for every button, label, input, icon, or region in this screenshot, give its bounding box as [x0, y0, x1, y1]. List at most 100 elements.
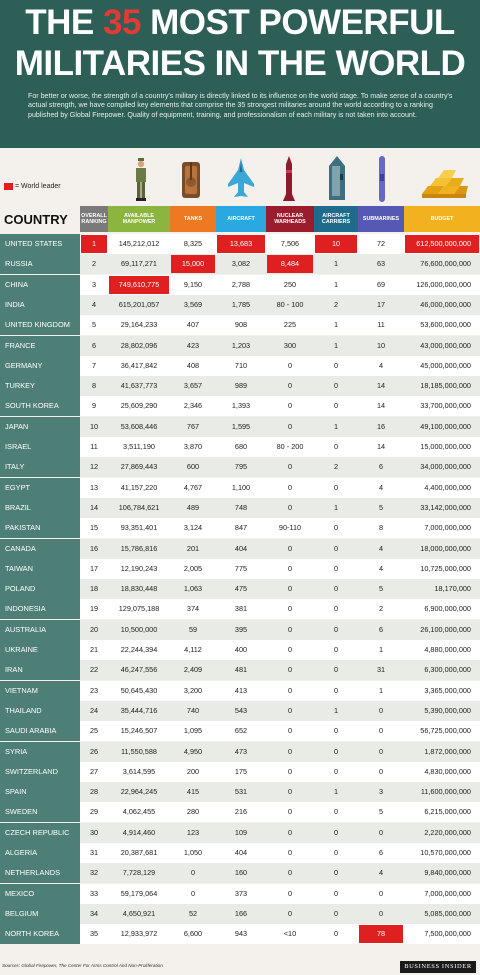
aircraft-cell: 473 — [234, 746, 248, 756]
manpower-cell: 50,645,430 — [120, 685, 158, 695]
aircraft-cell: 908 — [234, 320, 248, 330]
tanks-cell: 1,063 — [183, 584, 203, 594]
table-row: NETHERLANDS 32 7,728,129 0 160 0 0 4 9,840,000,0… — [0, 863, 480, 884]
row-background — [80, 274, 480, 295]
manpower-cell: 53,608,446 — [120, 421, 158, 431]
aircraft-cell: 373 — [234, 888, 248, 898]
table-row: TAIWAN 17 12,190,243 2,005 775 0 0 4 10,725,000,… — [0, 558, 480, 579]
budget-cell: 10,725,000,000 — [420, 563, 471, 573]
table-row: IRAN 22 46,247,556 2,409 481 0 0 31 6,300,000,00… — [0, 660, 480, 681]
row-background — [80, 315, 480, 336]
row-background — [80, 518, 480, 539]
carriers-cell: 0 — [333, 807, 339, 817]
country-name: UNITED STATES — [0, 234, 80, 254]
country-column-header: COUNTRY — [4, 212, 68, 227]
carriers-cell: 0 — [333, 360, 339, 370]
nuclear-cell: 0 — [287, 421, 293, 431]
missile-icon — [283, 156, 295, 201]
country-name: RUSSIA — [0, 254, 80, 275]
carriers-cell: 0 — [333, 827, 339, 837]
carriers-cell: 1 — [333, 502, 339, 512]
budget-cell: 7,500,000,000 — [424, 929, 471, 939]
aircraft-cell: 404 — [234, 848, 248, 857]
header-aircraft: AIRCRAFT — [216, 206, 266, 232]
row-background — [80, 721, 480, 742]
row-background — [80, 497, 480, 518]
budget-cell: 4,400,000,000 — [424, 482, 471, 492]
budget-cell: 45,000,000,000 — [420, 360, 471, 370]
legend-swatch — [4, 183, 13, 190]
carrier-icon — [329, 156, 345, 200]
tanks-cell: 3,870 — [183, 442, 203, 451]
header-banner: THE 35 MOST POWERFUL MILITARIES IN THE W… — [0, 0, 480, 148]
aircraft-cell: 395 — [234, 624, 248, 634]
aircraft-cell: 381 — [234, 604, 248, 614]
carriers-cell: 0 — [333, 726, 339, 736]
header-nuclear: NUCLEAR WARHEADS — [266, 206, 314, 232]
table-row: SAUDI ARABIA 25 15,246,507 1,095 652 0 0 0 56,72… — [0, 721, 480, 742]
budget-cell: 18,185,000,000 — [420, 381, 471, 391]
carriers-cell: 0 — [333, 868, 339, 878]
intro-text: For better or worse, the strength of a c… — [28, 92, 453, 119]
country-name: ISRAEL — [0, 437, 80, 457]
subs-cell: 0 — [378, 766, 384, 776]
country-name: TAIWAN — [0, 558, 80, 579]
subs-cell: 2 — [378, 604, 384, 614]
country-name: BRAZIL — [0, 497, 80, 518]
tanks-cell: 4,950 — [183, 746, 203, 756]
header-budget: BUDGET — [404, 206, 480, 232]
carriers-cell: 0 — [333, 746, 339, 756]
aircraft-cell: 1,393 — [231, 401, 251, 411]
row-background — [80, 802, 480, 823]
row-background — [80, 579, 480, 600]
manpower-cell: 46,247,556 — [120, 665, 158, 675]
subs-cell: 6 — [378, 848, 384, 857]
table-row: AUSTRALIA 20 10,500,000 59 395 0 0 6 26,100,000,… — [0, 619, 480, 640]
nuclear-cell: 8,484 — [267, 255, 313, 274]
table-row: ALGERIA 31 20,387,681 1,050 404 0 0 6 10,570,000… — [0, 843, 480, 863]
country-name: CZECH REPUBLIC — [0, 822, 80, 843]
rank-cell: 23 — [89, 685, 99, 695]
rank-cell: 27 — [89, 766, 99, 776]
tanks-cell: 0 — [190, 888, 196, 898]
country-name: SPAIN — [0, 782, 80, 803]
legend-label: = World leader — [15, 183, 61, 190]
carriers-cell: 2 — [333, 299, 339, 309]
jet-icon — [228, 158, 254, 197]
aircraft-cell: 216 — [234, 807, 248, 817]
table-row: POLAND 18 18,830,448 1,063 475 0 0 5 18,170,000 — [0, 579, 480, 600]
tanks-cell: 3,569 — [183, 299, 203, 309]
table-row: UKRAINE 21 22,244,394 4,112 400 0 0 1 4,880,000,… — [0, 640, 480, 660]
row-background — [80, 761, 480, 782]
country-name: GERMANY — [0, 355, 80, 376]
nuclear-cell: 0 — [287, 543, 293, 553]
budget-cell: 612,500,000,000 — [405, 235, 479, 253]
manpower-cell: 615,201,057 — [118, 299, 160, 309]
subs-cell: 4 — [378, 360, 384, 370]
manpower-cell: 41,637,773 — [120, 381, 158, 391]
nuclear-cell: 0 — [287, 868, 293, 878]
manpower-cell: 3,511,190 — [123, 442, 155, 451]
country-name: POLAND — [0, 579, 80, 600]
tanks-cell: 407 — [186, 320, 200, 330]
budget-cell: 1,872,000,000 — [424, 746, 471, 756]
subs-cell: 31 — [376, 665, 386, 675]
manpower-cell: 11,550,588 — [121, 746, 157, 756]
header-carriers: AIRCRAFT CARRIERS — [314, 206, 358, 232]
country-name: FRANCE — [0, 335, 80, 356]
nuclear-cell: 80 - 100 — [276, 299, 304, 309]
subs-cell: 78 — [359, 925, 403, 944]
tanks-cell: 52 — [188, 908, 198, 918]
carriers-cell: 1 — [333, 320, 339, 330]
nuclear-cell: 0 — [287, 908, 293, 918]
carriers-cell: 0 — [333, 766, 339, 776]
manpower-cell: 145,212,012 — [118, 239, 160, 248]
budget-cell: 3,365,000,000 — [424, 685, 471, 695]
manpower-cell: 36,417,842 — [120, 360, 158, 370]
carriers-cell: 1 — [333, 705, 339, 715]
rank-cell: 1 — [81, 235, 107, 253]
tanks-cell: 740 — [186, 705, 200, 715]
country-name: BELGIUM — [0, 903, 80, 924]
nuclear-cell: 0 — [287, 807, 293, 817]
rank-cell: 22 — [89, 665, 99, 675]
